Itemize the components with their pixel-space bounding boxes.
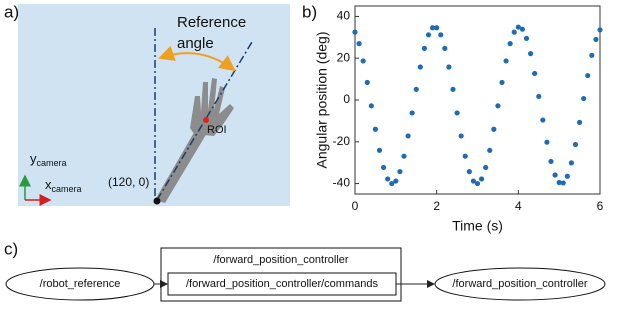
data-point bbox=[536, 93, 542, 100]
data-point bbox=[589, 52, 595, 58]
y-tick-label: -20 bbox=[333, 134, 351, 148]
data-point bbox=[352, 29, 358, 35]
data-point bbox=[393, 178, 399, 184]
data-point bbox=[470, 178, 477, 184]
data-point bbox=[532, 70, 538, 77]
axis-label: xcamera bbox=[45, 177, 82, 194]
y-tick-label: 40 bbox=[337, 9, 351, 23]
node-label: /forward_position_controller bbox=[452, 278, 587, 290]
data-point bbox=[507, 41, 513, 47]
data-point bbox=[376, 147, 383, 153]
data-point bbox=[519, 26, 526, 32]
node bbox=[434, 267, 606, 301]
group-label: /forward_position_controller bbox=[213, 254, 348, 266]
data-point bbox=[499, 79, 505, 86]
data-point bbox=[372, 126, 379, 132]
data-point bbox=[380, 164, 387, 171]
x-axis-label: Time (s) bbox=[452, 218, 503, 234]
y-tick-label: -40 bbox=[333, 176, 351, 190]
data-point bbox=[552, 172, 558, 178]
data-point bbox=[585, 72, 591, 79]
axis-label: ycamera bbox=[30, 151, 67, 168]
y-tick-label: 0 bbox=[343, 92, 350, 106]
angle-arc bbox=[158, 45, 236, 72]
data-point bbox=[364, 79, 370, 86]
data-point bbox=[401, 153, 407, 159]
x-tick-label: 6 bbox=[597, 199, 604, 213]
origin-point bbox=[153, 197, 161, 205]
data-point bbox=[389, 180, 395, 187]
data-point bbox=[438, 32, 444, 38]
data-point bbox=[487, 147, 493, 153]
origin-label: (120, 0) bbox=[108, 175, 149, 189]
data-point bbox=[491, 126, 497, 132]
data-point bbox=[474, 180, 481, 187]
data-point bbox=[511, 29, 517, 35]
x-tick-label: 4 bbox=[515, 199, 522, 213]
annotation: Reference bbox=[177, 14, 246, 31]
data-point bbox=[527, 51, 534, 57]
data-point bbox=[360, 58, 366, 64]
data-point bbox=[523, 35, 530, 41]
node-label: /robot_reference bbox=[40, 278, 121, 290]
panel-label: b) bbox=[302, 2, 317, 21]
chart: -40 -20 0 20 40 0 2 4 6 Time (s) Angular position … bbox=[314, 5, 604, 234]
data-point bbox=[450, 86, 456, 92]
data-point bbox=[597, 27, 603, 33]
topic-label: /forward_position_controller/commands bbox=[186, 278, 378, 290]
data-point bbox=[593, 36, 599, 43]
data-point bbox=[413, 86, 419, 92]
panel-label: a) bbox=[4, 2, 19, 21]
data-point bbox=[466, 169, 472, 175]
data-point bbox=[409, 110, 415, 116]
data-point bbox=[397, 169, 403, 175]
data-point bbox=[478, 176, 485, 182]
data-point bbox=[385, 176, 391, 182]
roi-point bbox=[203, 117, 209, 123]
annotation: angle bbox=[177, 35, 214, 52]
data-point bbox=[425, 32, 432, 38]
data-point bbox=[446, 64, 452, 70]
y-axis-label: Angular position (deg) bbox=[314, 32, 330, 169]
data-point bbox=[576, 119, 583, 125]
panel-label: c) bbox=[4, 239, 18, 258]
data-point bbox=[454, 110, 460, 116]
data-point bbox=[544, 139, 550, 145]
data-point bbox=[405, 133, 411, 139]
data-point bbox=[495, 103, 501, 109]
roi-label: ROI bbox=[207, 124, 227, 136]
data-point bbox=[540, 117, 546, 123]
y-tick-label: 20 bbox=[337, 50, 351, 64]
data-point bbox=[483, 164, 489, 171]
data-point bbox=[368, 103, 374, 109]
data-point bbox=[434, 25, 440, 31]
data-point bbox=[564, 173, 570, 179]
arm bbox=[155, 122, 210, 203]
x-tick-label: 2 bbox=[433, 199, 440, 213]
data-point bbox=[548, 158, 554, 165]
data-point bbox=[442, 45, 448, 52]
camera-frame bbox=[18, 4, 290, 206]
data-point bbox=[568, 160, 575, 166]
data-point bbox=[421, 45, 428, 52]
data-point bbox=[515, 24, 521, 30]
data-point bbox=[556, 179, 562, 186]
data-point bbox=[356, 41, 362, 47]
data-point bbox=[417, 64, 423, 70]
data-point bbox=[581, 95, 587, 102]
data-point bbox=[458, 133, 464, 139]
data-point bbox=[572, 141, 579, 148]
hand bbox=[190, 78, 234, 136]
data-point bbox=[462, 153, 468, 159]
data-point bbox=[429, 25, 436, 31]
data-point bbox=[503, 58, 509, 64]
data-point bbox=[560, 180, 566, 186]
plot-frame bbox=[354, 5, 601, 195]
x-tick-label: 0 bbox=[352, 199, 359, 213]
